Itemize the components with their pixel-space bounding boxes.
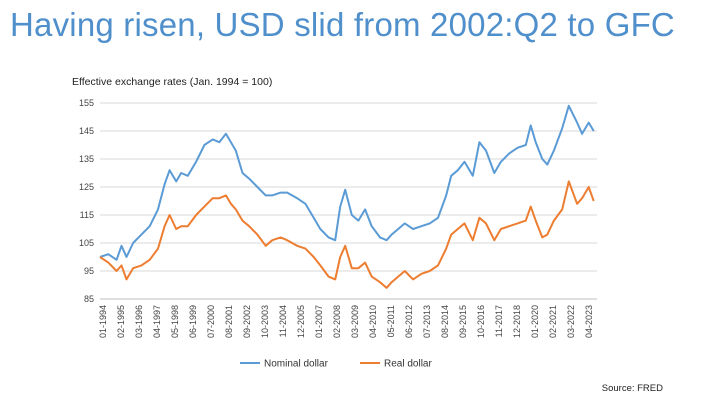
x-tick-label: 01-2020 bbox=[530, 305, 540, 338]
x-tick-label: 04-2010 bbox=[368, 305, 378, 338]
y-tick-label: 125 bbox=[79, 182, 94, 192]
x-tick-label: 07-2013 bbox=[422, 305, 432, 338]
series-line-0 bbox=[99, 104, 595, 261]
legend: Nominal dollar Real dollar bbox=[240, 359, 432, 370]
x-tick-label: 02-1995 bbox=[116, 305, 126, 338]
chart-subtitle: Effective exchange rates (Jan. 1994 = 10… bbox=[72, 76, 273, 88]
x-tick-label: 09-2002 bbox=[242, 305, 252, 338]
y-tick-label: 95 bbox=[84, 266, 94, 276]
x-tick-label: 06-1999 bbox=[188, 305, 198, 338]
y-tick-label: 145 bbox=[79, 126, 94, 136]
x-tick-label: 03-2022 bbox=[566, 305, 576, 338]
x-tick-label: 04-2023 bbox=[584, 305, 594, 338]
legend-label: Real dollar bbox=[384, 359, 432, 370]
x-tick-label: 08-2014 bbox=[440, 305, 450, 338]
slide-title: Having risen, USD slid from 2002:Q2 to G… bbox=[10, 6, 675, 43]
y-tick-label: 135 bbox=[79, 154, 94, 164]
legend-label: Nominal dollar bbox=[264, 359, 329, 370]
source-note: Source: FRED bbox=[601, 383, 663, 394]
x-tick-label: 03-1996 bbox=[134, 305, 144, 338]
x-tick-label: 09-2015 bbox=[458, 305, 468, 338]
x-tick-label: 02-2021 bbox=[548, 305, 558, 338]
series-lines bbox=[99, 104, 595, 289]
x-tick-label: 10-2016 bbox=[476, 305, 486, 338]
x-tick-label: 05-2011 bbox=[386, 305, 396, 337]
x-tick-label: 01-2007 bbox=[314, 305, 324, 338]
y-tick-label: 115 bbox=[80, 210, 94, 220]
x-axis-ticks: 01-1994 02-1995 03-1996 04-1997 05-1998 06-19… bbox=[98, 305, 594, 338]
x-tick-label: 10-2003 bbox=[260, 305, 270, 338]
x-tick-label: 01-1994 bbox=[98, 305, 108, 338]
gridlines bbox=[100, 102, 597, 300]
x-tick-label: 03-2009 bbox=[350, 305, 360, 338]
x-tick-label: 04-1997 bbox=[152, 305, 162, 338]
series-line-1 bbox=[99, 180, 595, 289]
x-tick-label: 12-2018 bbox=[512, 305, 522, 338]
x-tick-label: 11-2004 bbox=[278, 305, 288, 337]
x-tick-label: 12-2005 bbox=[296, 305, 306, 338]
y-tick-label: 85 bbox=[84, 294, 94, 304]
y-axis-ticks: 85 95 105 115 125 135 145 155 bbox=[79, 98, 94, 304]
x-tick-label: 05-1998 bbox=[170, 305, 180, 338]
y-tick-label: 105 bbox=[79, 238, 94, 248]
x-tick-label: 08-2001 bbox=[224, 305, 234, 338]
y-tick-label: 155 bbox=[79, 98, 94, 108]
x-tick-label: 02-2008 bbox=[332, 305, 342, 338]
x-tick-label: 06-2012 bbox=[404, 305, 414, 338]
x-tick-label: 11-2017 bbox=[494, 305, 504, 337]
x-tick-label: 07-2000 bbox=[206, 305, 216, 338]
